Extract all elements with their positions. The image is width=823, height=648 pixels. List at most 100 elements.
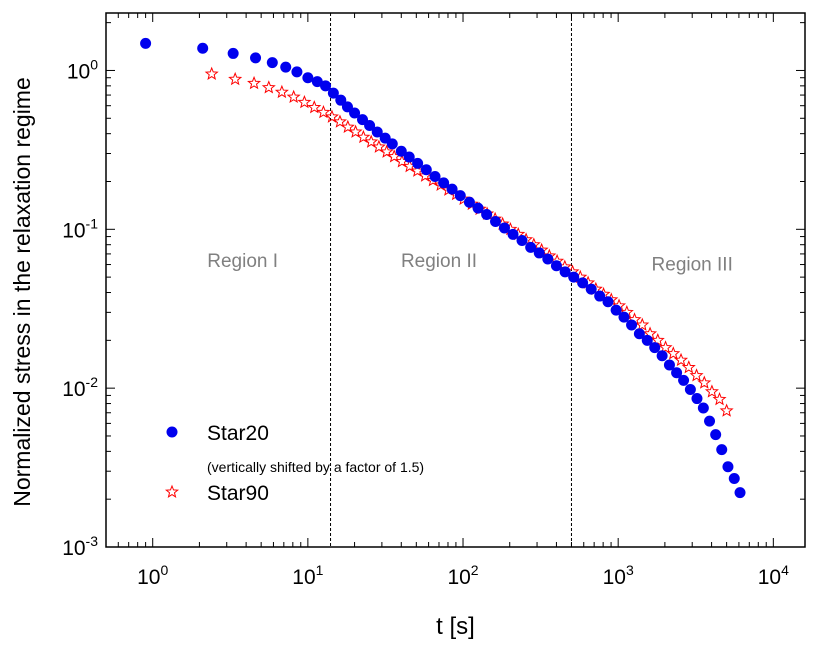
star90-point <box>674 352 689 367</box>
star20-point <box>722 461 734 473</box>
star20-point <box>641 334 653 346</box>
star20-point <box>266 57 278 69</box>
y-axis-label: Normalized stress in the relaxation regi… <box>9 77 35 507</box>
star20-point <box>498 222 510 234</box>
star20-point <box>472 202 484 214</box>
star90-point <box>340 119 355 134</box>
star20-point <box>481 208 493 220</box>
star20-point <box>626 319 638 331</box>
x-tick-label-exponent: 3 <box>626 562 634 578</box>
star90-point <box>297 94 312 109</box>
star20-point <box>429 170 441 182</box>
data-series-group <box>140 37 746 499</box>
star90-point <box>228 71 243 86</box>
region-labels-group: Region I Region II Region III <box>207 251 733 276</box>
y-tick-label-base: 10 <box>62 219 85 242</box>
star90-point <box>274 84 289 99</box>
x-axis-label: t [s] <box>436 613 475 640</box>
star90-point <box>247 75 262 90</box>
star20-point <box>710 429 722 441</box>
star20-point <box>550 260 562 272</box>
star20-point <box>327 87 339 99</box>
series-star20 <box>140 37 746 499</box>
star20-point <box>704 415 716 427</box>
y-tick-label: 10-3 <box>62 533 98 560</box>
star20-point <box>412 157 424 169</box>
star20-point <box>335 94 347 106</box>
star20-point <box>559 266 571 278</box>
star20-point <box>585 283 597 295</box>
star20-point <box>542 253 554 265</box>
x-tick-label: 102 <box>447 562 478 589</box>
star20-point <box>140 37 152 49</box>
star20-point <box>516 235 528 247</box>
y-tick-label-base: 10 <box>67 60 90 83</box>
star90-point <box>379 144 394 158</box>
star90-point <box>364 134 379 148</box>
star20-point <box>633 328 645 340</box>
star20-point <box>671 367 683 379</box>
star20-point <box>403 151 415 163</box>
star90-point <box>261 80 276 94</box>
x-tick-label-exponent: 2 <box>471 562 479 578</box>
y-tick-label-exponent: -1 <box>86 215 99 231</box>
star20-point <box>610 304 622 316</box>
x-tick-label: 104 <box>758 562 789 589</box>
star20-point <box>395 145 407 157</box>
legend: Star20 (vertically shifted by a factor of… <box>164 422 424 505</box>
star20-point <box>420 164 432 176</box>
x-tick-label: 100 <box>137 562 168 589</box>
star90-point <box>689 368 704 382</box>
star90-point <box>666 346 681 360</box>
y-tick-label: 10-1 <box>62 215 98 242</box>
star90-point <box>719 403 734 417</box>
y-tick-label-base: 10 <box>62 537 85 560</box>
star20-point <box>663 359 675 371</box>
star20-point <box>320 80 332 92</box>
x-tick-label-base: 10 <box>603 566 626 589</box>
region-label: Region III <box>652 255 733 276</box>
y-tick-label-exponent: 0 <box>90 56 98 72</box>
star20-point <box>649 342 661 354</box>
star20-point <box>691 393 703 405</box>
x-tick-label-exponent: 4 <box>781 562 789 578</box>
star90-point <box>697 375 712 389</box>
star20-point <box>438 177 450 189</box>
star20-point <box>463 196 475 208</box>
star90-point <box>371 139 386 153</box>
star20-point <box>454 190 466 202</box>
star20-point <box>602 296 614 308</box>
region-label: Region I <box>207 251 278 272</box>
star20-point <box>525 241 537 253</box>
legend-star20-marker <box>166 426 178 438</box>
star20-point <box>507 228 519 240</box>
star90-point <box>286 89 301 104</box>
y-tick-label-exponent: -2 <box>86 374 99 390</box>
x-tick-label-base: 10 <box>758 566 781 589</box>
star20-point <box>577 277 589 289</box>
y-tick-label-exponent: -3 <box>86 533 99 549</box>
x-tick-label-exponent: 1 <box>316 562 324 578</box>
star90-point <box>348 124 363 138</box>
star20-point <box>291 66 303 78</box>
series-star90 <box>204 66 734 417</box>
x-tick-label-base: 10 <box>292 566 315 589</box>
x-tick-label: 101 <box>292 562 323 589</box>
star20-point <box>197 42 209 54</box>
legend-star20-label: Star20 <box>207 422 269 445</box>
star90-point <box>316 104 331 119</box>
region-label: Region II <box>401 251 477 272</box>
star20-point <box>716 444 728 456</box>
star90-point <box>704 384 719 398</box>
star20-point <box>227 47 239 59</box>
star90-point <box>650 332 665 347</box>
star20-point <box>386 138 398 150</box>
star90-point <box>635 317 650 331</box>
y-tick-label-base: 10 <box>62 378 85 401</box>
legend-shift-note: (vertically shifted by a factor of 1.5) <box>207 459 424 475</box>
star20-point <box>568 271 580 283</box>
star20-point <box>533 247 545 259</box>
